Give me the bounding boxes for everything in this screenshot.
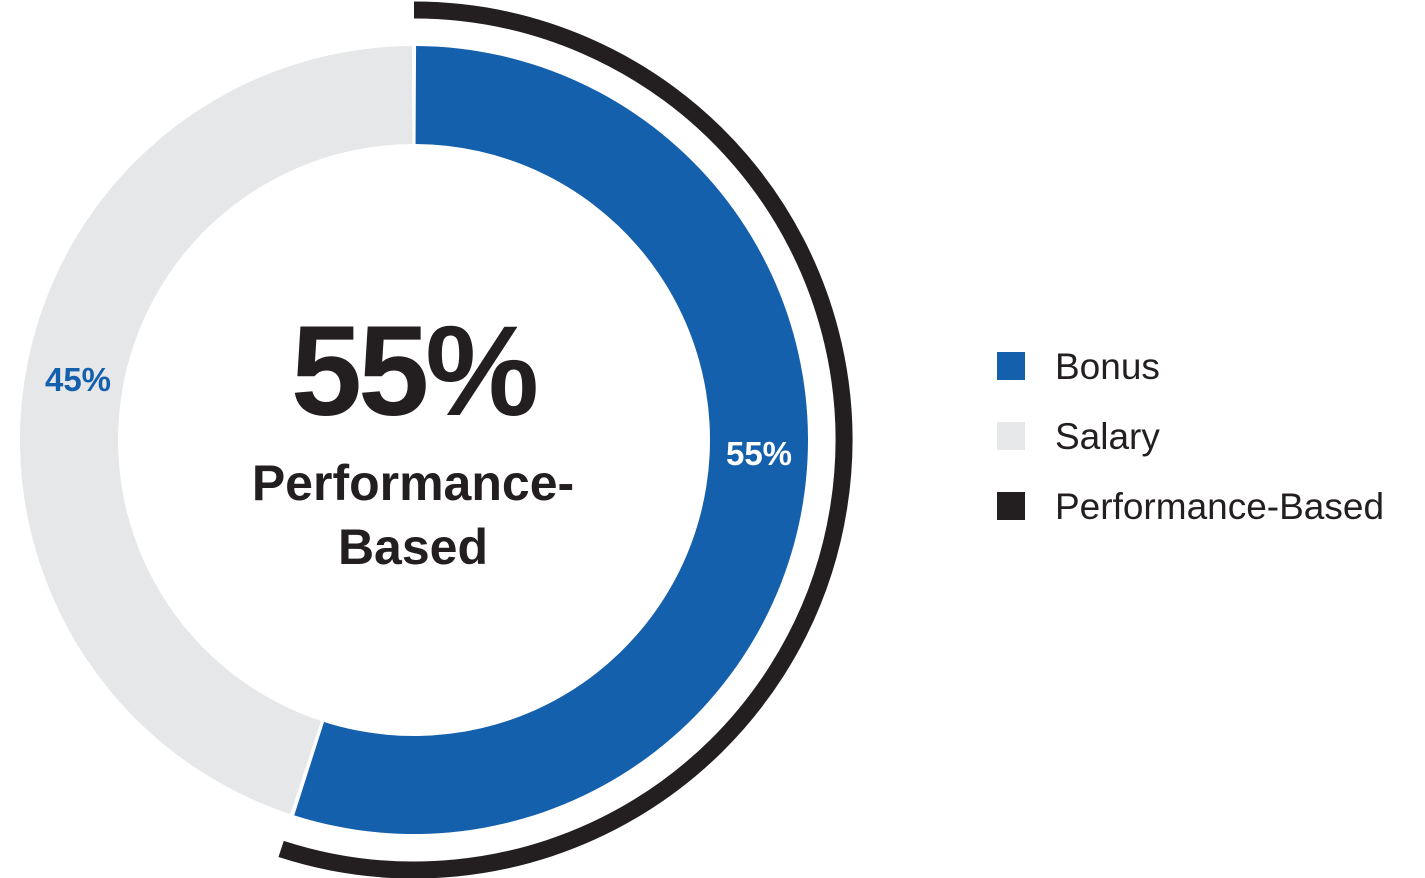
salary-slice-label: 45%	[45, 361, 111, 398]
center-percentage: 55%	[291, 300, 536, 443]
legend-label-salary: Salary	[1055, 416, 1160, 457]
performance-based-outer-arc	[278, 1, 853, 878]
bonus-slice-label: 55%	[726, 435, 792, 472]
legend-label-performance-based: Performance-Based	[1055, 486, 1385, 527]
center-caption-line2: Based	[338, 519, 488, 575]
bonus-slice	[294, 46, 809, 835]
legend-label-bonus: Bonus	[1055, 346, 1160, 387]
center-caption-line1: Performance-	[252, 455, 574, 511]
legend-swatch-performance-based	[997, 492, 1025, 520]
legend-swatch-salary	[997, 422, 1025, 450]
legend-swatch-bonus	[997, 352, 1025, 380]
salary-slice	[20, 46, 413, 815]
